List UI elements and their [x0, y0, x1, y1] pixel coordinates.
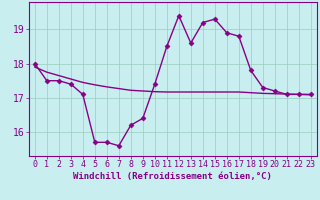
X-axis label: Windchill (Refroidissement éolien,°C): Windchill (Refroidissement éolien,°C): [73, 172, 272, 181]
